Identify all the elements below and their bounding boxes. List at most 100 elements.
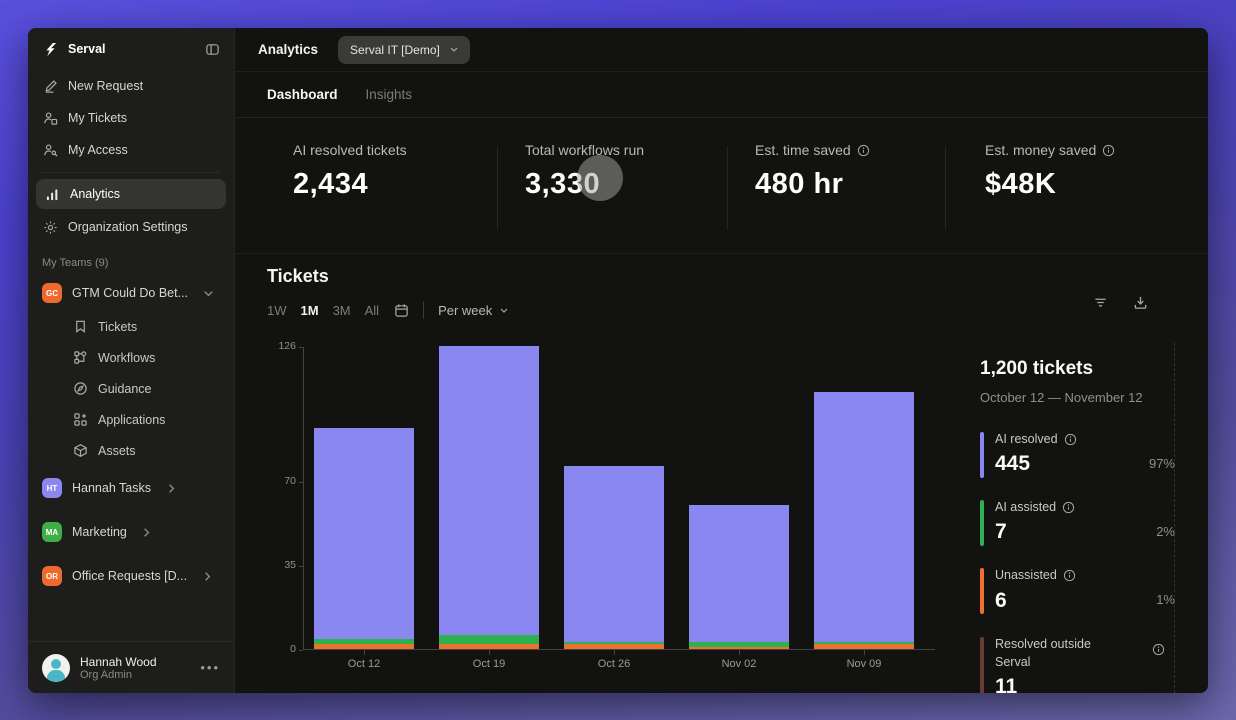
serval-logo-icon: [42, 41, 58, 57]
chart-bar-segment: [689, 504, 789, 642]
time-range-filters: 1W 1M 3M All Per week: [267, 298, 510, 322]
chevron-right-icon: [139, 524, 155, 540]
chart-bar-segment: [314, 427, 414, 640]
workspace-selector[interactable]: Serval IT [Demo]: [338, 35, 470, 64]
team-avatar: GC: [42, 283, 62, 303]
user-account[interactable]: Hannah Wood Org Admin •••: [28, 641, 234, 693]
info-icon[interactable]: [1063, 569, 1076, 582]
chevron-down-icon: [448, 44, 460, 56]
chart-bar-segment: [439, 644, 539, 649]
x-axis-tick: [864, 650, 865, 655]
x-axis-tick: [739, 650, 740, 655]
stat-ai-resolved-tickets: AI resolved tickets 2,434: [293, 142, 407, 200]
chart-bar[interactable]: [564, 466, 664, 649]
sidebar-item-analytics[interactable]: Analytics: [36, 179, 226, 209]
filter-icon[interactable]: [1092, 294, 1108, 310]
legend-ai-resolved[interactable]: AI resolved 445 97%: [980, 430, 1175, 479]
chart-bar-segment: [439, 634, 539, 645]
team-office-requests[interactable]: OR Office Requests [D...: [28, 554, 234, 598]
team-name: Office Requests [D...: [72, 569, 188, 583]
sidebar-item-my-tickets[interactable]: My Tickets: [28, 102, 234, 134]
sidebar-item-label: My Access: [68, 143, 128, 157]
bar-chart-icon: [44, 186, 60, 202]
ticket-icon: [72, 319, 88, 335]
main-content: Analytics Serval IT [Demo] Dashboard Ins…: [235, 28, 1208, 693]
granularity-select[interactable]: Per week: [438, 303, 510, 318]
chart-bar[interactable]: [689, 504, 789, 649]
my-teams-header: My Teams (9): [42, 257, 109, 269]
stat-total-workflows-run: Total workflows run 3,330: [525, 142, 645, 200]
chart-plot: 0 35 70 126 Oct 12 Oct 19 Oct 26 Nov 02 Nov 09: [278, 340, 935, 670]
team-subitem-label: Applications: [98, 412, 166, 427]
x-axis-tick-label: Oct 26: [597, 658, 631, 670]
chart-bar[interactable]: [439, 346, 539, 649]
chart-toolbar: [1092, 294, 1148, 310]
user-name: Hannah Wood: [80, 654, 157, 669]
info-icon[interactable]: [1064, 433, 1077, 446]
user-menu-icon[interactable]: •••: [200, 660, 220, 675]
filter-1w[interactable]: 1W: [267, 302, 287, 318]
filter-3m[interactable]: 3M: [332, 302, 351, 318]
legend-color-bar: [980, 432, 984, 479]
sidebar-item-new-request[interactable]: New Request: [28, 70, 234, 102]
x-axis-tick-label: Oct 19: [472, 658, 506, 670]
team-subitem-workflows[interactable]: Workflows: [28, 342, 234, 373]
tickets-period: October 12 — November 12: [980, 390, 1143, 405]
x-axis-tick-label: Nov 02: [721, 658, 757, 670]
info-icon[interactable]: [1102, 144, 1115, 157]
team-subitem-assets[interactable]: Assets: [28, 435, 234, 466]
team-subitem-guidance[interactable]: Guidance: [28, 373, 234, 404]
info-icon[interactable]: [1062, 501, 1075, 514]
chart-bar[interactable]: [314, 427, 414, 649]
calendar-icon[interactable]: [393, 302, 409, 318]
chart-bar-segment: [314, 644, 414, 649]
team-subitem-label: Tickets: [98, 319, 138, 334]
tickets-summary-panel: 1,200 tickets October 12 — November 12 A…: [980, 358, 1175, 693]
y-axis-tick-label: 0: [290, 643, 296, 655]
y-axis-tick: [299, 481, 303, 483]
x-axis-tick-label: Oct 12: [347, 658, 381, 670]
collapse-sidebar-icon[interactable]: [204, 41, 220, 57]
topbar: Analytics Serval IT [Demo]: [235, 28, 1208, 72]
x-axis-tick: [364, 650, 365, 655]
tab-insights[interactable]: Insights: [365, 87, 413, 102]
stat-est-time-saved: Est. time saved 480 hr: [755, 142, 955, 201]
team-subitem-tickets[interactable]: Tickets: [28, 311, 234, 342]
y-axis-tick-label: 70: [284, 474, 296, 487]
team-avatar: OR: [42, 566, 62, 586]
chart-bar-segment: [689, 646, 789, 649]
stat-est-money-saved: Est. money saved $48K: [985, 142, 1185, 201]
team-gtm[interactable]: GC GTM Could Do Bet...: [28, 275, 234, 311]
y-axis-tick: [299, 347, 303, 348]
legend-ai-assisted[interactable]: AI assisted 7 2%: [980, 498, 1175, 547]
sidebar: Serval New Request My Tickets My Access: [28, 28, 235, 693]
sidebar-item-my-access[interactable]: My Access: [28, 134, 234, 166]
app-window: Serval New Request My Tickets My Access: [28, 28, 1208, 693]
workflow-icon: [72, 350, 88, 366]
chart-bar-segment: [564, 466, 664, 642]
team-marketing[interactable]: MA Marketing: [28, 510, 234, 554]
team-subitem-label: Assets: [98, 443, 136, 458]
legend-unassisted[interactable]: Unassisted 6 1%: [980, 566, 1175, 615]
chart-bar[interactable]: [814, 391, 914, 649]
tab-dashboard[interactable]: Dashboard: [267, 87, 338, 102]
team-subitem-applications[interactable]: Applications: [28, 404, 234, 435]
download-icon[interactable]: [1132, 294, 1148, 310]
apps-grid-icon: [72, 412, 88, 428]
page-title: Analytics: [258, 42, 319, 57]
stat-divider: [497, 146, 498, 230]
team-avatar: MA: [42, 522, 62, 542]
legend-resolved-outside[interactable]: Resolved outside Serval 11: [980, 635, 1175, 693]
team-hannah-tasks[interactable]: HT Hannah Tasks: [28, 466, 234, 510]
filter-1m[interactable]: 1M: [300, 302, 319, 318]
filter-all[interactable]: All: [364, 302, 380, 318]
info-icon[interactable]: [857, 144, 870, 157]
chart-bar-segment: [814, 644, 914, 649]
workspace-name: Serval IT [Demo]: [350, 42, 440, 57]
legend-color-bar: [980, 500, 984, 547]
info-icon[interactable]: [1152, 643, 1165, 656]
sidebar-item-organization-settings[interactable]: Organization Settings: [28, 211, 234, 243]
y-axis-tick: [299, 565, 303, 567]
team-name: Marketing: [72, 525, 127, 539]
chart-bar-segment: [439, 346, 539, 635]
